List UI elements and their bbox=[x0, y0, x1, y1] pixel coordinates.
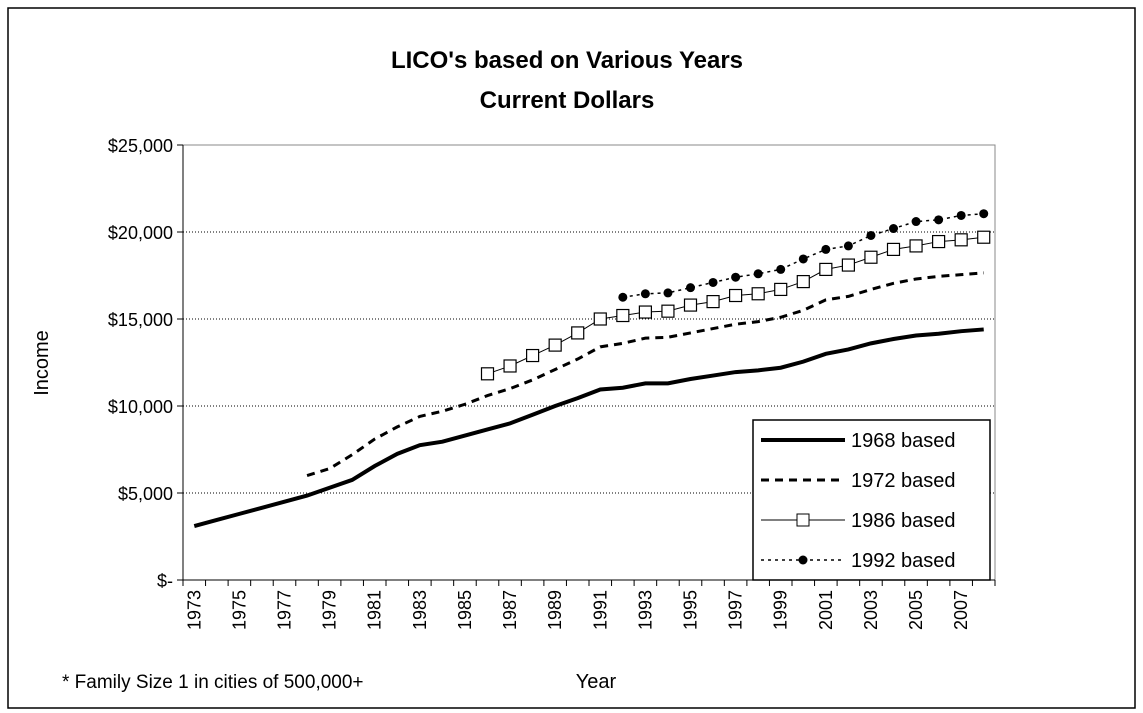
x-tick-label: 1979 bbox=[320, 590, 340, 630]
marker bbox=[932, 234, 946, 249]
marker bbox=[503, 359, 517, 373]
series bbox=[306, 271, 984, 478]
y-tick-label: $- bbox=[157, 571, 173, 591]
x-tick-label: 2007 bbox=[951, 590, 971, 630]
marker bbox=[661, 304, 675, 318]
chart-title: LICO's based on Various Years bbox=[391, 47, 743, 74]
x-tick-label: 1993 bbox=[635, 590, 655, 630]
x-tick-label: 1987 bbox=[500, 590, 520, 630]
series-line bbox=[306, 271, 984, 478]
marker bbox=[480, 367, 495, 381]
x-tick-label: 2001 bbox=[816, 590, 836, 630]
marker bbox=[977, 230, 991, 244]
x-tick-label: 1991 bbox=[590, 590, 610, 630]
x-tick-label: 2003 bbox=[861, 590, 881, 630]
marker bbox=[864, 250, 878, 264]
marker bbox=[886, 242, 901, 256]
x-tick-label: 1989 bbox=[545, 590, 565, 630]
series-line bbox=[193, 327, 984, 528]
legend-marker bbox=[798, 555, 808, 565]
y-tick-label: $25,000 bbox=[108, 136, 173, 156]
marker bbox=[934, 215, 944, 225]
x-tick-label: 1983 bbox=[410, 590, 430, 630]
marker bbox=[751, 287, 765, 301]
marker bbox=[526, 348, 540, 363]
marker bbox=[571, 326, 585, 340]
x-tick-label: 1977 bbox=[275, 590, 295, 630]
footnote: * Family Size 1 in cities of 500,000+ bbox=[62, 672, 364, 693]
y-tick-label: $20,000 bbox=[108, 223, 173, 243]
x-tick-label: 1985 bbox=[455, 590, 475, 630]
marker bbox=[911, 217, 921, 227]
marker bbox=[979, 209, 989, 219]
legend-label: 1986 based bbox=[851, 510, 956, 532]
marker bbox=[909, 239, 923, 253]
marker bbox=[866, 230, 876, 240]
x-tick-label: 2005 bbox=[906, 590, 926, 630]
x-tick-label: 1999 bbox=[771, 590, 791, 630]
marker bbox=[731, 272, 741, 282]
marker bbox=[618, 292, 628, 302]
marker bbox=[638, 305, 652, 319]
legend-marker bbox=[796, 513, 810, 527]
series bbox=[618, 209, 989, 302]
marker bbox=[843, 241, 853, 251]
marker bbox=[774, 282, 788, 297]
marker bbox=[796, 274, 810, 289]
marker bbox=[819, 262, 833, 277]
legend-label: 1972 based bbox=[851, 470, 956, 492]
marker bbox=[776, 264, 786, 274]
marker bbox=[753, 269, 763, 279]
y-axis-label: Income bbox=[31, 330, 53, 396]
x-tick-label: 1995 bbox=[681, 590, 701, 630]
series-line bbox=[487, 236, 984, 375]
marker bbox=[954, 233, 968, 247]
marker bbox=[640, 289, 650, 299]
marker bbox=[798, 254, 808, 264]
x-tick-label: 1975 bbox=[229, 590, 249, 630]
legend-box bbox=[752, 419, 991, 581]
marker bbox=[683, 298, 698, 312]
marker bbox=[548, 338, 562, 352]
series bbox=[480, 230, 991, 381]
marker bbox=[889, 224, 898, 234]
series bbox=[193, 327, 984, 528]
marker bbox=[593, 312, 607, 326]
x-tick-label: 1981 bbox=[365, 590, 385, 630]
y-tick-label: $5,000 bbox=[118, 484, 173, 504]
marker bbox=[821, 244, 831, 254]
x-axis-label: Year bbox=[576, 671, 617, 693]
marker bbox=[616, 308, 630, 323]
marker bbox=[956, 210, 966, 220]
x-tick-label: 1973 bbox=[184, 590, 204, 630]
chart-frame bbox=[7, 7, 1136, 709]
marker bbox=[708, 277, 718, 287]
y-tick-label: $15,000 bbox=[108, 310, 173, 330]
marker bbox=[706, 295, 720, 309]
marker bbox=[686, 283, 695, 293]
y-tick-label: $10,000 bbox=[108, 397, 173, 417]
chart-subtitle: Current Dollars bbox=[480, 87, 655, 114]
marker bbox=[663, 288, 673, 298]
legend-label: 1968 based bbox=[851, 430, 956, 452]
marker bbox=[729, 288, 743, 303]
legend-label: 1992 based bbox=[851, 550, 956, 572]
x-tick-label: 1997 bbox=[726, 590, 746, 630]
marker bbox=[841, 258, 855, 272]
